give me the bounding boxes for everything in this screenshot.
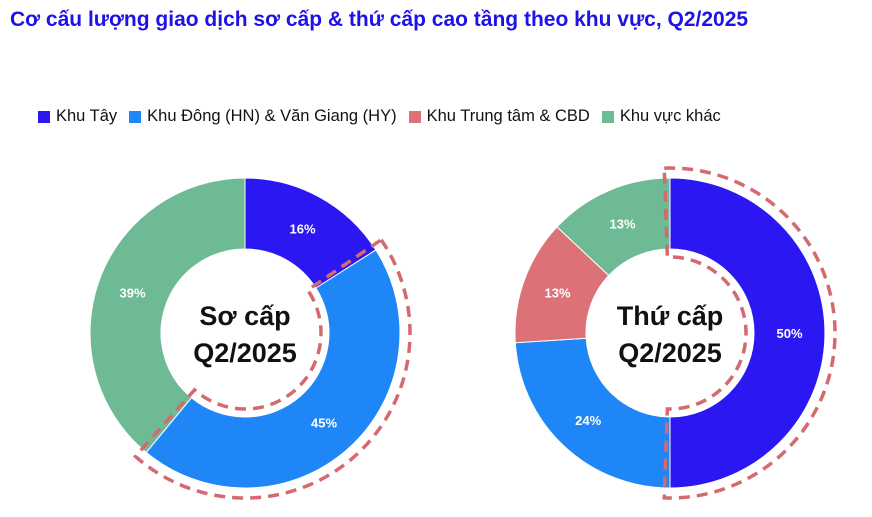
slice-label: 13%	[545, 286, 571, 301]
legend-item-khu-tay: Khu Tây	[38, 107, 117, 126]
chart-title: Cơ cấu lượng giao dịch sơ cấp & thứ cấp …	[10, 8, 749, 31]
donut-slice	[514, 337, 671, 489]
legend-label: Khu Trung tâm & CBD	[426, 107, 590, 125]
donut-slice	[556, 177, 671, 277]
slice-label: 39%	[120, 286, 146, 301]
legend-item-khu-trung-tam: Khu Trung tâm & CBD	[408, 107, 590, 126]
legend-label: Khu Đông (HN) & Văn Giang (HY)	[147, 107, 397, 125]
legend-swatch	[601, 110, 614, 123]
donut-slice	[89, 177, 246, 454]
center-label: Sơ cấp	[199, 301, 290, 331]
legend-swatch	[129, 110, 142, 123]
slice-label: 13%	[610, 216, 636, 231]
highlight-outline	[662, 166, 837, 500]
donut-slice	[669, 177, 826, 489]
legend-label: Khu Tây	[56, 107, 118, 125]
legend-swatch	[408, 110, 421, 123]
legend-label: Khu vực khác	[619, 107, 721, 125]
center-label: Q2/2025	[618, 338, 722, 368]
donut-slice	[145, 249, 401, 489]
legend-item-khu-dong: Khu Đông (HN) & Văn Giang (HY)	[129, 107, 397, 126]
center-label: Thứ cấp	[617, 301, 724, 331]
legend-item-khu-vuc-khac: Khu vực khác	[601, 107, 721, 126]
legend-swatch	[38, 110, 50, 123]
center-label: Q2/2025	[193, 338, 297, 368]
slice-label: 24%	[575, 413, 601, 428]
slice-label: 16%	[290, 221, 316, 236]
legend: Khu Tây Khu Đông (HN) & Văn Giang (HY) K…	[38, 107, 872, 126]
slice-label: 45%	[311, 416, 337, 431]
slice-label: 50%	[776, 326, 802, 341]
highlight-outline	[132, 237, 412, 500]
